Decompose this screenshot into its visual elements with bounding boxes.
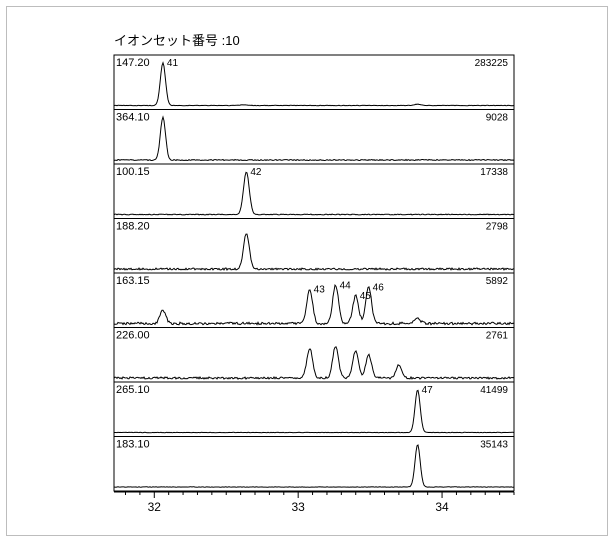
peak-label-44: 44 [340,280,352,291]
x-tick-label: 33 [291,500,305,514]
trace-intensity-label: 41499 [480,385,508,396]
peak-label-47: 47 [422,385,434,396]
trace-panel-4 [113,272,515,328]
trace-panel-3 [113,218,515,274]
trace-mass-label: 163.15 [116,275,150,287]
trace-intensity-label: 5892 [486,276,509,287]
trace-panel-2 [113,163,515,219]
trace-mass-label: 188.20 [116,221,150,233]
trace-panel-6 [113,381,515,437]
trace-intensity-label: 283225 [475,58,509,69]
trace-line-183.10 [113,444,515,488]
x-tick-label: 32 [148,500,162,514]
chart-frame [6,6,608,536]
x-tick-label: 34 [435,500,449,514]
peak-label-43: 43 [314,285,326,296]
peak-label-42: 42 [250,167,262,178]
trace-line-100.15 [113,171,515,216]
trace-line-188.20 [113,233,515,271]
trace-line-265.10 [114,389,515,434]
trace-mass-label: 265.10 [116,384,150,396]
trace-mass-label: 226.00 [116,330,150,342]
chart-title: イオンセット番号 :10 [114,33,240,48]
trace-line-163.15 [113,283,515,326]
trace-intensity-label: 2761 [486,331,509,342]
trace-panel-5 [113,327,515,383]
trace-intensity-label: 2798 [486,222,509,233]
trace-line-364.10 [113,115,515,162]
trace-mass-label: 147.20 [116,57,150,69]
chromatogram-stack: 147.20 283225 41 364.10 9028 100.15 17338 42 188… [113,54,515,514]
trace-intensity-label: 17338 [480,167,508,178]
trace-mass-label: 100.15 [116,166,150,178]
trace-line-226.00 [113,346,515,380]
trace-panel-1 [113,109,515,165]
peak-label-45: 45 [360,291,372,302]
peak-label-41: 41 [167,58,179,69]
trace-mass-label: 364.10 [116,112,150,124]
trace-intensity-label: 9028 [486,113,509,124]
peak-label-46: 46 [373,282,385,293]
trace-mass-label: 183.10 [116,439,150,451]
trace-intensity-label: 35143 [480,440,508,451]
trace-panel-7 [113,436,515,492]
trace-line-147.20 [113,61,515,107]
